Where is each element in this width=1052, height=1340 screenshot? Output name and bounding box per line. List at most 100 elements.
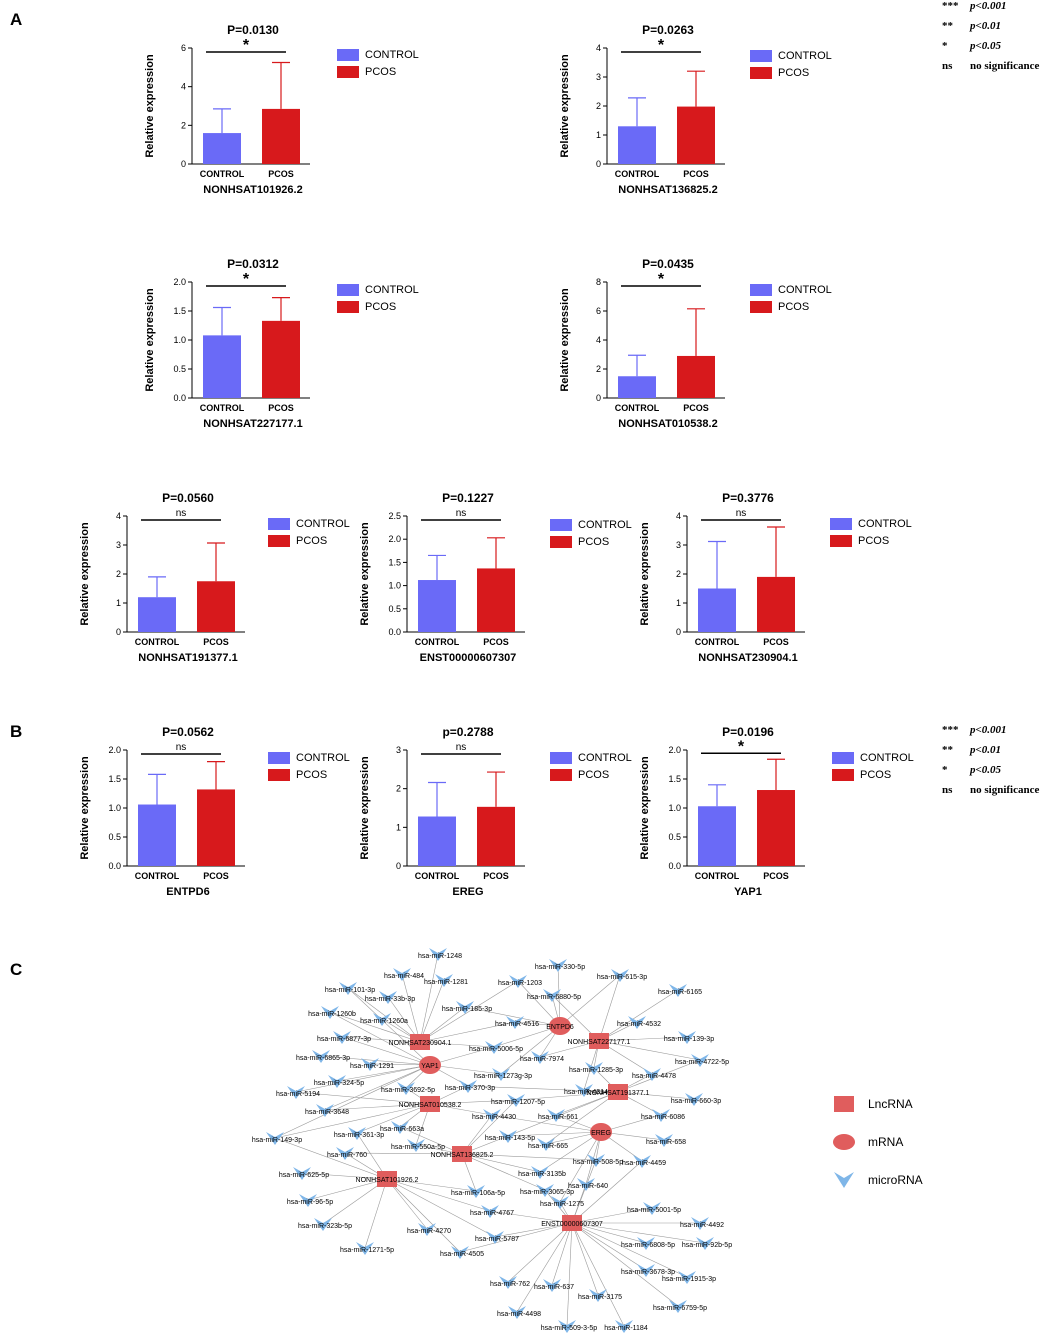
legend-control-label: CONTROL bbox=[858, 517, 912, 530]
mirna-label: hsa-miR-4498 bbox=[497, 1311, 541, 1318]
lncrna-node bbox=[410, 1034, 430, 1050]
mirna-node bbox=[643, 1068, 661, 1081]
mirna-label: hsa-miR-484 bbox=[384, 973, 424, 980]
bar-pcos bbox=[677, 355, 715, 398]
mirna-label: hsa-miR-3135b bbox=[518, 1171, 566, 1178]
legend-pcos-swatch bbox=[337, 65, 359, 78]
network-edge bbox=[274, 1137, 388, 1180]
bar-pcos bbox=[197, 789, 235, 866]
network-edge bbox=[386, 1178, 477, 1192]
significance-marker: ns bbox=[176, 742, 187, 753]
mirna-label: hsa-miR-324-5p bbox=[314, 1080, 364, 1087]
mrna-node bbox=[549, 1017, 571, 1035]
mirna-node bbox=[558, 1320, 576, 1333]
y-tick-label: 0.0 bbox=[173, 393, 186, 403]
mirna-label: hsa-miR-4722-5p bbox=[675, 1059, 729, 1066]
y-tick-label: 3 bbox=[396, 745, 401, 755]
network-edge bbox=[324, 1103, 431, 1111]
y-axis-label: Relative expression bbox=[639, 522, 651, 626]
bar-control bbox=[418, 816, 456, 866]
legend: CONTROL PCOS bbox=[550, 749, 632, 783]
mirna-node bbox=[543, 989, 561, 1002]
network-edge bbox=[461, 1099, 517, 1155]
mirna-node bbox=[418, 1223, 436, 1236]
x-tick-label: PCOS bbox=[683, 403, 709, 413]
legend-pcos-label: PCOS bbox=[858, 534, 890, 547]
mirna-node bbox=[316, 1104, 334, 1117]
mirna-node bbox=[652, 1109, 670, 1122]
mirna-node bbox=[637, 1237, 655, 1250]
mirna-node bbox=[611, 969, 629, 982]
mirna-label: hsa-miR-4492 bbox=[680, 1222, 724, 1229]
mirna-label: hsa-miR-5006-5p bbox=[469, 1046, 523, 1053]
sig-text: p<0.001 bbox=[970, 0, 1007, 12]
mirna-label: hsa-miR-4478 bbox=[632, 1073, 676, 1080]
bar-control bbox=[698, 588, 736, 632]
network-edge bbox=[399, 1126, 463, 1155]
y-tick-label: 1.0 bbox=[388, 581, 401, 591]
bar-control bbox=[618, 376, 656, 398]
y-tick-label: 6 bbox=[596, 306, 601, 316]
chart-svg: P=0.0312 0.0 0.5 1.0 1.5 2.0 Relative expressi… bbox=[144, 257, 310, 430]
bar-control bbox=[418, 580, 456, 632]
bar-control bbox=[203, 133, 241, 164]
network-edge bbox=[571, 1222, 599, 1296]
mirna-label: hsa-miR-3692-5p bbox=[381, 1087, 435, 1094]
network-edge bbox=[571, 1160, 643, 1224]
network-edge bbox=[539, 1131, 602, 1173]
network-edge bbox=[598, 974, 621, 1042]
network-edge bbox=[507, 1091, 619, 1137]
network-edge bbox=[494, 1222, 573, 1238]
chart-svg: P=0.0435 0 2 4 6 8 Relative expression CONTROL P… bbox=[559, 257, 725, 430]
mirna-label: hsa-miR-663a bbox=[380, 1126, 424, 1133]
bar-control bbox=[203, 335, 241, 398]
mirna-node bbox=[481, 1205, 499, 1218]
x-tick-label: PCOS bbox=[483, 637, 509, 647]
legend-pcos-swatch bbox=[750, 300, 772, 313]
y-tick-label: 0.5 bbox=[388, 604, 401, 614]
network-edge bbox=[461, 1153, 597, 1161]
y-tick-label: 4 bbox=[596, 43, 601, 53]
x-axis-label: NONHSAT136825.2 bbox=[618, 184, 717, 196]
network-edge bbox=[461, 1153, 546, 1191]
legend-pcos-label: PCOS bbox=[296, 768, 328, 781]
mirna-label: hsa-miR-640 bbox=[568, 1183, 608, 1190]
mirna-label: hsa-miR-6880-5p bbox=[527, 994, 581, 1001]
chart-nonhsat136825: P=0.0263 0 1 2 3 4 Relative expression CONTROL P… bbox=[555, 18, 745, 208]
chart-title: P=0.0312 bbox=[227, 257, 279, 271]
network-legend: LncRNA mRNA microRNA bbox=[828, 1085, 923, 1199]
network-edge bbox=[329, 1011, 421, 1043]
network-edge bbox=[598, 1036, 688, 1042]
y-tick-label: 0 bbox=[676, 627, 681, 637]
y-axis-label: Relative expression bbox=[144, 288, 156, 392]
y-tick-label: 2 bbox=[116, 569, 121, 579]
legend: CONTROL PCOS bbox=[268, 515, 350, 549]
mrna-legend-icon bbox=[828, 1133, 860, 1151]
mirna-node bbox=[499, 1130, 517, 1143]
chart-yap1: P=0.0196 0.0 0.5 1.0 1.5 2.0 Relative expressi… bbox=[635, 720, 825, 910]
legend-pcos-label: PCOS bbox=[365, 65, 397, 78]
mirna-label: hsa-miR-660-3p bbox=[671, 1098, 721, 1105]
mirna-label: hsa-miR-7974 bbox=[520, 1056, 564, 1063]
y-tick-label: 0 bbox=[116, 627, 121, 637]
network-edge bbox=[386, 1178, 496, 1238]
legend-pcos-label: PCOS bbox=[778, 66, 810, 79]
chart-title: P=0.0435 bbox=[642, 257, 694, 271]
network-edge bbox=[419, 1021, 516, 1043]
lncrna-node bbox=[420, 1096, 440, 1112]
mirna-label: hsa-miR-1281 bbox=[424, 979, 468, 986]
legend-control-label: CONTROL bbox=[365, 283, 419, 296]
mirna-node bbox=[531, 1166, 549, 1179]
y-tick-label: 1 bbox=[676, 598, 681, 608]
y-tick-label: 3 bbox=[596, 72, 601, 82]
mirna-node bbox=[551, 1196, 569, 1209]
mirna-node bbox=[293, 1167, 311, 1180]
mirna-label: hsa-miR-509-3-5p bbox=[541, 1325, 598, 1332]
significance-marker: * bbox=[243, 271, 250, 288]
significance-key: *** p<0.001 ** p<0.01 * p<0.05 ns no signifi… bbox=[942, 0, 1039, 76]
mirna-label: hsa-miR-149-3p bbox=[252, 1137, 302, 1144]
mirna-node bbox=[459, 1080, 477, 1093]
mirna-label: hsa-miR-5001-5p bbox=[627, 1207, 681, 1214]
mirna-node bbox=[451, 1246, 469, 1259]
mirna-node bbox=[391, 1121, 409, 1134]
